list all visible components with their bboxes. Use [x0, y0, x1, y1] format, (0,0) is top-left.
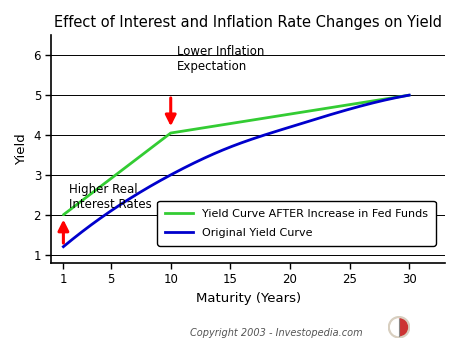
- X-axis label: Maturity (Years): Maturity (Years): [195, 292, 300, 305]
- Y-axis label: Yield: Yield: [15, 133, 28, 165]
- Circle shape: [387, 317, 409, 338]
- Wedge shape: [390, 319, 398, 336]
- Text: Higher Real
Interest Rates: Higher Real Interest Rates: [69, 183, 152, 211]
- Text: Copyright 2003 - Investopedia.com: Copyright 2003 - Investopedia.com: [189, 328, 362, 338]
- Legend: Yield Curve AFTER Increase in Fed Funds, Original Yield Curve: Yield Curve AFTER Increase in Fed Funds,…: [157, 201, 435, 246]
- Text: Lower Inflation
Expectation: Lower Inflation Expectation: [176, 45, 263, 73]
- Wedge shape: [398, 319, 407, 336]
- Title: Effect of Interest and Inflation Rate Changes on Yield: Effect of Interest and Inflation Rate Ch…: [54, 15, 441, 30]
